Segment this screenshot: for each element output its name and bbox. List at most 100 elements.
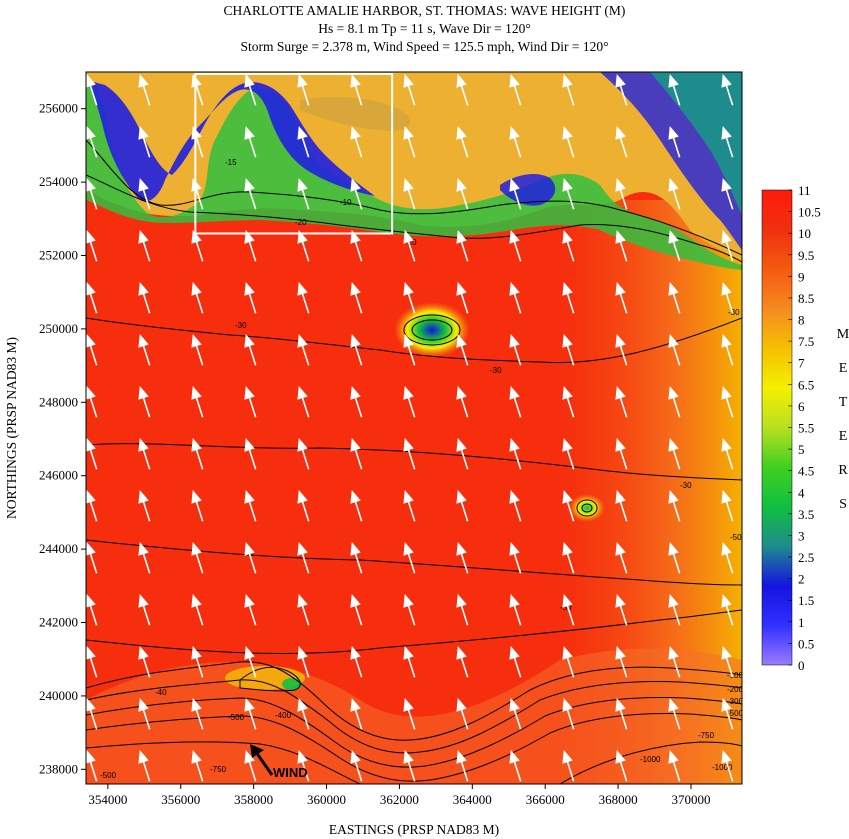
wave-vector [562,334,575,366]
colorbar-ticks: 1110.5109.598.587.576.565.554.543.532.52… [788,183,821,673]
chart-title: CHARLOTTE AMALIE HARBOR, ST. THOMAS: WAV… [223,3,626,18]
inland-terrain [300,97,411,131]
wave-vector [244,438,257,470]
wave-vector [244,646,257,678]
wave-vector [350,490,363,522]
colorbar-tick-label: 1.5 [798,593,814,608]
wave-vector [138,126,151,158]
x-tick-label: 356000 [161,792,200,807]
wave-vector [244,334,257,366]
wave-vector [562,74,575,106]
contour-label-750b: -750 [698,731,715,740]
wave-vector [721,750,734,782]
wave-direction-vectors [86,74,734,782]
wave-vector [509,386,522,418]
x-axis: 354000 356000 358000 360000 362000 364000 3660… [88,784,710,807]
wave-vector [244,126,257,158]
x-tick-label: 366000 [526,792,565,807]
x-tick-label: 362000 [380,792,419,807]
wave-vector [350,698,363,730]
chart-subtitle-2: Storm Surge = 2.378 m, Wind Speed = 125.… [240,39,609,54]
colorbar-tick-label: 5 [798,442,805,457]
wave-vector [615,178,628,210]
colorbar-unit-letter: T [839,395,848,410]
contour-label-15: -15 [225,158,237,167]
wave-vector [615,126,628,158]
wave-vector [403,594,416,626]
x-tick-label: 360000 [307,792,346,807]
colorbar-tick-label: 10.5 [798,205,821,220]
wave-vector [86,698,98,730]
contour-label-30: -30 [235,321,247,330]
wave-vector [615,698,628,730]
wave-vector [562,438,575,470]
wave-vector [86,750,98,782]
colorbar-tick-label: 8 [798,313,805,328]
wave-vector [86,438,98,470]
wave-vector [403,178,416,210]
wave-vector [456,178,469,210]
contour-label-300: -300 [727,697,744,706]
wave-vector [403,386,416,418]
wave-vector [509,282,522,314]
wave-vector [456,438,469,470]
colorbar-unit-letter: E [839,361,848,376]
wave-vector [721,178,734,210]
wave-vector [721,646,734,678]
wave-vector [350,178,363,210]
wave-vector [615,282,628,314]
wave-vector [86,74,98,106]
contour-label-30c: -30 [490,366,502,375]
wave-vector [191,594,204,626]
colorbar-scale [761,189,793,666]
wave-vector [668,282,681,314]
colorbar-tick-label: 7.5 [798,334,814,349]
colorbar-tick-label: 6 [798,399,805,414]
contour-label-30d: -30 [680,481,692,490]
wave-vector [244,750,257,782]
wave-vector [350,594,363,626]
wave-vector [244,386,257,418]
wave-vector [403,438,416,470]
wave-vector [138,178,151,210]
wave-vector [350,74,363,106]
y-tick-label: 246000 [39,468,78,483]
wave-vector [138,594,151,626]
plot-frame [85,71,743,785]
wave-vector [403,126,416,158]
wave-vector [297,750,310,782]
wave-vector [509,646,522,678]
wave-vector [403,282,416,314]
wave-vector [456,646,469,678]
contour-label-500c: -500 [100,771,117,780]
chart-subtitle-1: Hs = 8.1 m Tp = 11 s, Wave Dir = 120° [318,21,531,36]
wave-vector [509,594,522,626]
contour-label-400: -400 [275,711,292,720]
depth-contours [86,139,742,784]
contour-labels: -15 -10 -20 -20 -30 -30 -30 -30 -50 -50 … [100,158,744,780]
wave-vector [456,750,469,782]
colorbar-tick-label: 2.5 [798,550,814,565]
wave-vector [668,490,681,522]
colorbar-unit-label: M E T E R S [837,327,849,512]
wave-vector [668,178,681,210]
east-bay-teal [650,72,742,215]
wave-vector [191,386,204,418]
contour-label-500b: -500 [228,713,245,722]
x-tick-label: 354000 [88,792,127,807]
wave-vector [562,750,575,782]
wave-vector [721,386,734,418]
x-tick-label: 364000 [453,792,492,807]
y-tick-label: 254000 [39,174,78,189]
wave-vector [562,490,575,522]
wave-vector [86,282,98,314]
wave-vector [456,542,469,574]
colorbar-unit-letter: S [839,497,847,512]
wave-vector [721,230,734,262]
y-tick-label: 238000 [39,761,78,776]
wave-vector [456,74,469,106]
wave-vector [86,646,98,678]
wave-vector [297,282,310,314]
wave-vector [86,542,98,574]
